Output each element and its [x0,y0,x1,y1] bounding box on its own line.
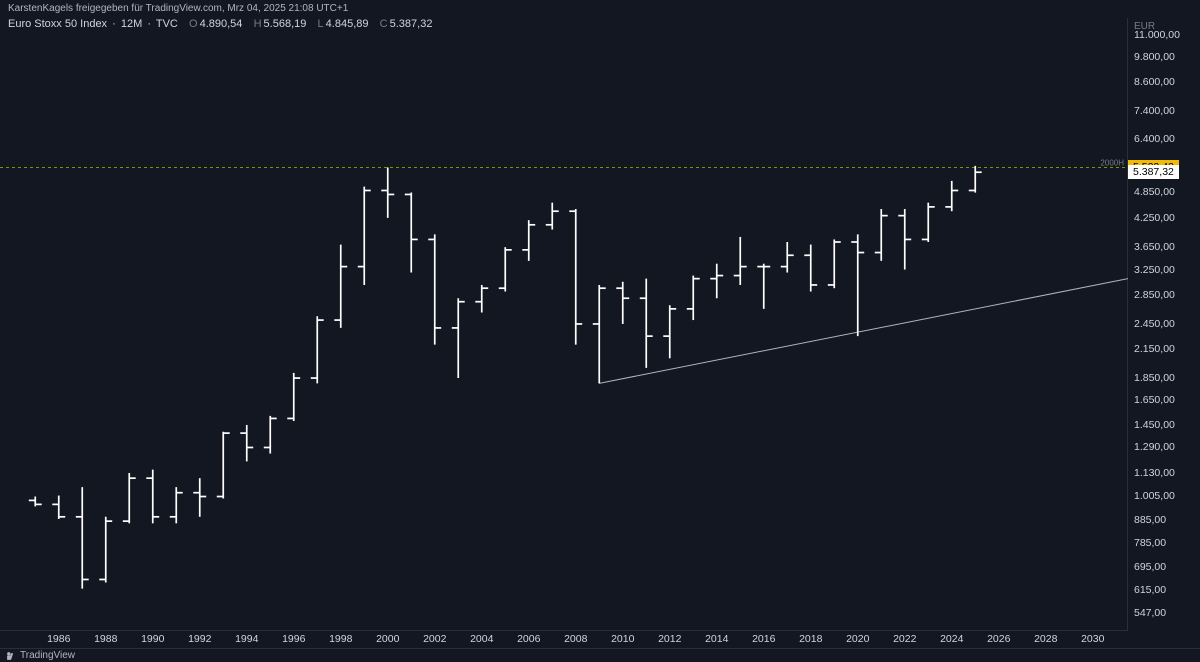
y-tick: 2.450,00 [1134,318,1175,330]
x-tick: 2012 [658,633,681,645]
price-bar[interactable] [522,220,535,261]
x-tick: 1996 [282,633,305,645]
x-tick: 2016 [752,633,775,645]
x-tick: 2006 [517,633,540,645]
x-tick: 2028 [1034,633,1057,645]
y-tick: 2.850,00 [1134,289,1175,301]
price-bar[interactable] [546,203,559,230]
price-bar[interactable] [217,432,230,499]
price-bar[interactable] [381,167,394,217]
price-bar[interactable] [123,473,136,523]
y-tick: 11.000,00 [1134,29,1180,41]
price-bar[interactable] [898,209,911,270]
price-bar[interactable] [781,242,794,273]
time-axis[interactable]: 1986 1988 1990 1992 1994 1996 1998 2000 2002 2004… [0,630,1128,648]
y-tick: 1.005,00 [1134,490,1175,502]
resistance-label: 2000H [1100,158,1124,167]
y-tick: 3.250,00 [1134,264,1175,276]
price-bar[interactable] [358,187,371,285]
x-tick: 2022 [893,633,916,645]
price-bar[interactable] [264,416,277,454]
price-bar[interactable] [52,496,65,519]
price-bar[interactable] [569,209,582,345]
price-bar[interactable] [29,497,42,507]
price-bar[interactable] [969,166,982,193]
y-tick: 8.600,00 [1134,76,1175,88]
tradingview-icon [6,651,16,661]
y-tick: 1.450,00 [1134,419,1175,431]
price-bar[interactable] [945,181,958,211]
brand-label: TradingView [20,650,75,661]
price-bar[interactable] [710,264,723,299]
price-bar[interactable] [475,285,488,313]
y-tick: 4.850,00 [1134,186,1175,198]
y-tick: 1.130,00 [1134,467,1175,479]
x-tick: 2030 [1081,633,1104,645]
price-axis[interactable]: EUR 11.000,009.800,008.600,007.400,006.4… [1128,18,1200,630]
footer-bar: TradingView [0,648,1200,662]
chart-pane[interactable]: 2000H [0,18,1128,630]
x-tick: 1998 [329,633,352,645]
y-tick: 2.150,00 [1134,343,1175,355]
y-tick: 615,00 [1134,584,1166,596]
price-bar[interactable] [828,239,841,288]
y-tick: 1.650,00 [1134,394,1175,406]
y-tick: 6.400,00 [1134,133,1175,145]
y-tick: 547,00 [1134,607,1166,619]
price-bar[interactable] [428,234,441,344]
x-tick: 2002 [423,633,446,645]
attribution-text: KarstenKagels freigegeben für TradingVie… [8,3,348,14]
price-bar[interactable] [334,245,347,328]
y-tick: 1.850,00 [1134,372,1175,384]
y-tick: 7.400,00 [1134,105,1175,117]
price-bar[interactable] [499,247,512,291]
x-tick: 2018 [799,633,822,645]
price-bar[interactable] [851,234,864,336]
price-bar[interactable] [687,276,700,321]
x-tick: 2024 [940,633,963,645]
x-tick: 2008 [564,633,587,645]
price-bar[interactable] [616,282,629,324]
x-tick: 2010 [611,633,634,645]
y-tick: 4.250,00 [1134,212,1175,224]
price-bar[interactable] [146,470,159,524]
x-tick: 2026 [987,633,1010,645]
price-bar[interactable] [311,316,324,383]
price-bar[interactable] [193,478,206,517]
x-tick: 1986 [47,633,70,645]
price-bar[interactable] [170,487,183,523]
x-tick: 2014 [705,633,728,645]
price-bar[interactable] [757,264,770,309]
x-tick: 1988 [94,633,117,645]
x-tick: 2020 [846,633,869,645]
price-bar[interactable] [593,285,606,383]
price-tag-last: 5.387,32 [1128,165,1179,179]
x-tick: 2004 [470,633,493,645]
trend-line[interactable] [599,279,1128,384]
x-tick: 1994 [235,633,258,645]
price-chart[interactable]: 2000H [0,18,1128,630]
price-bar[interactable] [875,209,888,261]
x-tick: 2000 [376,633,399,645]
price-bar[interactable] [663,305,676,358]
price-bar[interactable] [804,245,817,292]
price-bar[interactable] [405,192,418,272]
y-tick: 3.650,00 [1134,241,1175,253]
price-bar[interactable] [922,203,935,242]
price-bar[interactable] [452,298,465,378]
price-bar[interactable] [99,517,112,583]
price-bar[interactable] [287,373,300,421]
price-bar[interactable] [240,425,253,461]
attribution-bar: KarstenKagels freigegeben für TradingVie… [0,0,1200,18]
x-tick: 1990 [141,633,164,645]
price-bar[interactable] [76,487,89,588]
y-tick: 1.290,00 [1134,441,1175,453]
x-tick: 1992 [188,633,211,645]
y-tick: 9.800,00 [1134,51,1175,63]
y-tick: 785,00 [1134,537,1166,549]
price-bar[interactable] [734,237,747,285]
price-bar[interactable] [640,279,653,368]
y-tick: 695,00 [1134,561,1166,573]
y-tick: 885,00 [1134,514,1166,526]
